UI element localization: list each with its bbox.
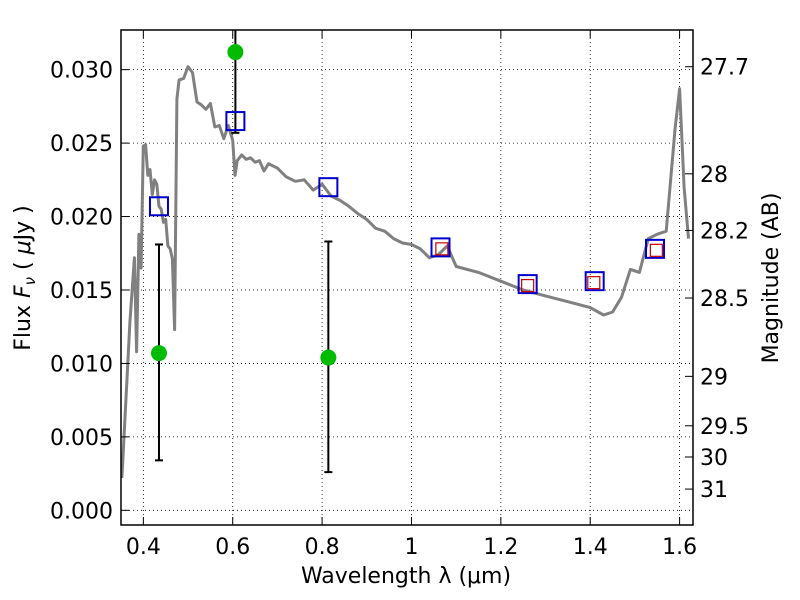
right-tick-label: 28.5 <box>700 287 749 312</box>
x-tick-label: 0.6 <box>215 535 250 560</box>
x-tick-label: 1.6 <box>662 535 697 560</box>
right-tick-label: 28 <box>700 163 728 188</box>
nir-flux-square <box>521 278 535 293</box>
x-tick-label: 0.4 <box>126 535 161 560</box>
nir-flux-square <box>587 276 601 290</box>
y-tick-label: 0.005 <box>50 426 113 451</box>
y-tick-label: 0.030 <box>50 59 113 84</box>
model-band-flux-square <box>430 237 451 258</box>
y-tick-label: 0.010 <box>50 352 113 377</box>
model-band-flux-square <box>517 274 538 295</box>
grid-lines <box>121 30 693 525</box>
y-tick-label: 0.015 <box>50 279 113 304</box>
model-band-flux-square <box>645 238 666 259</box>
x-tick-label: 1.2 <box>483 535 518 560</box>
y-axis-label-left: Flux Fν ( μJy ) <box>11 205 39 350</box>
sed-model-line <box>120 65 690 479</box>
x-tick-label: 1.4 <box>573 535 608 560</box>
model-band-flux-square <box>225 111 246 132</box>
right-tick-label: 28.2 <box>700 219 749 244</box>
model-band-flux-square <box>318 177 339 198</box>
y-tick-label: 0.000 <box>50 499 113 524</box>
model-band-flux-square <box>584 271 605 292</box>
right-tick-label: 31 <box>700 478 728 503</box>
series-layer <box>120 30 690 479</box>
axes-layer: 0.4 0.6 0.8 1 1.2 1.4 1.6 0.000 0.005 0.010 0.015 0… <box>50 29 749 560</box>
x-axis-label: Wavelength λ (μm) <box>301 564 511 589</box>
right-tick-label: 27.7 <box>700 56 749 81</box>
observed-flux-point <box>227 44 244 61</box>
right-tick-label: 29 <box>700 365 728 390</box>
x-tick-label: 0.8 <box>305 535 340 560</box>
observed-flux-point <box>150 345 167 362</box>
right-tick-label: 30 <box>700 446 728 471</box>
model-band-flux-square <box>148 196 169 217</box>
nir-flux-square <box>435 242 449 256</box>
y-tick-label: 0.025 <box>50 132 113 157</box>
y-tick-label: 0.020 <box>50 206 113 231</box>
observed-flux-point <box>320 349 337 366</box>
x-tick-label: 1 <box>404 535 418 560</box>
y-axis-label-right: Magnitude (AB) <box>759 193 784 364</box>
right-tick-label: 29.5 <box>700 415 749 440</box>
nir-flux-square <box>649 243 663 257</box>
plot-frame <box>120 29 694 526</box>
